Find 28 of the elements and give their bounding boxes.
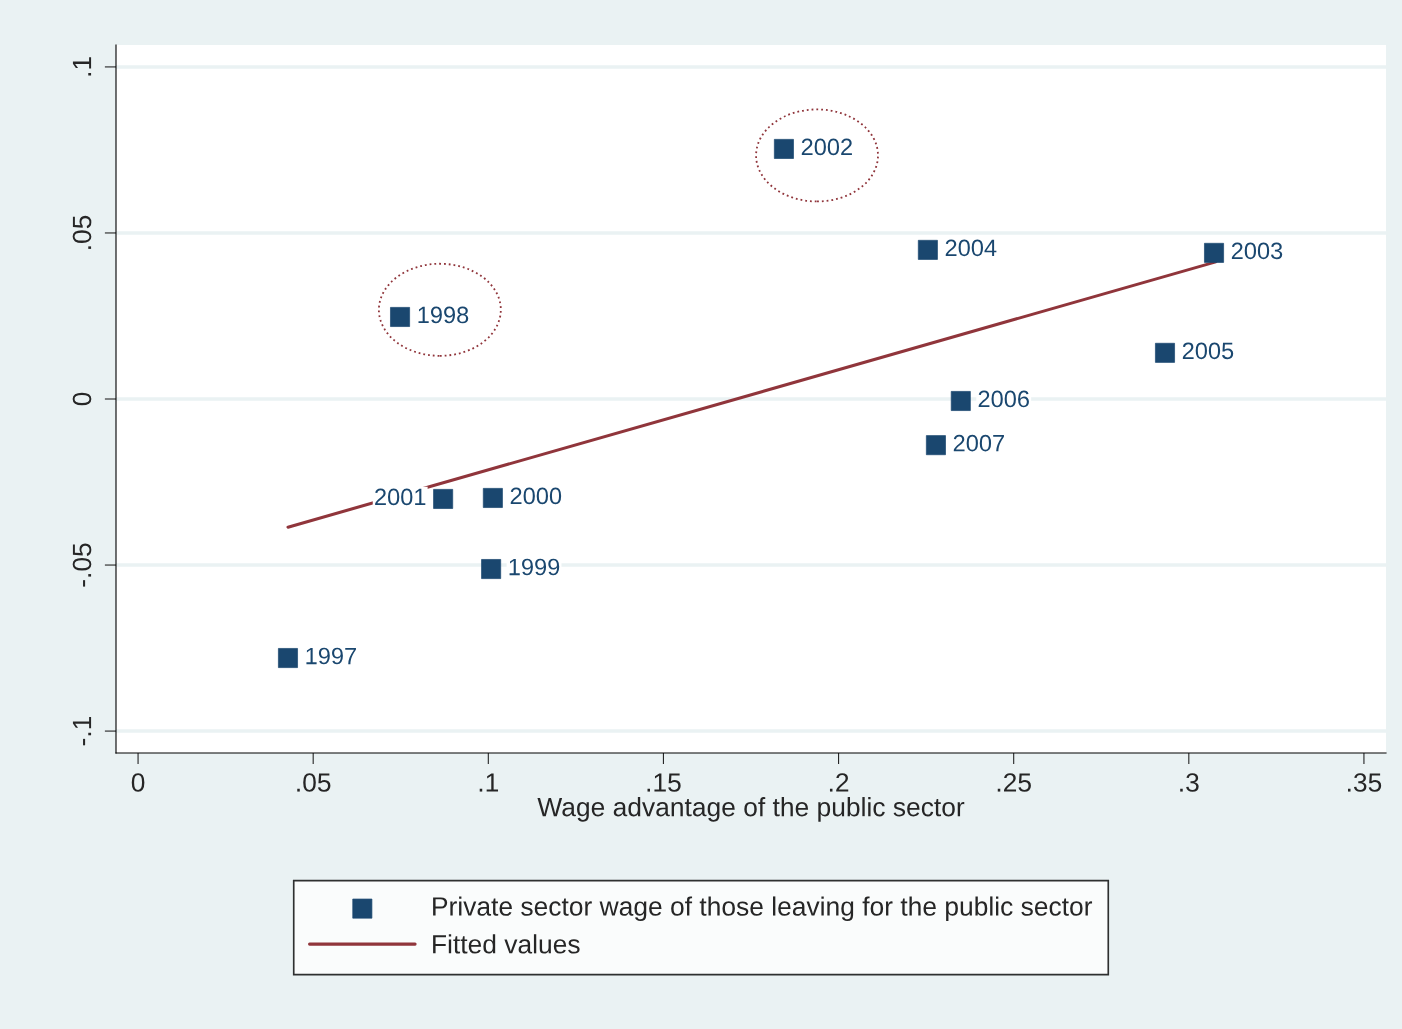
x-tick-label: .35 [1348, 773, 1382, 792]
y-tick-label: -.05 [72, 543, 92, 587]
annotation: 2001 [375, 488, 426, 506]
annotation: 2000 [510, 487, 562, 505]
x-tick-label: .25 [997, 773, 1031, 792]
legend-label: Fitted values [433, 934, 580, 954]
x-tick-label: .3 [1180, 773, 1199, 792]
legend-label: Private sector wage of those leaving for the public sector [433, 896, 1093, 922]
y-tick-label: 0 [72, 392, 92, 406]
annotation: 1999 [509, 558, 560, 576]
x-tick-label: .1 [479, 773, 499, 792]
annotation: 1998 [418, 306, 469, 324]
annotation: 2003 [1231, 242, 1283, 260]
x-tick-label: .05 [297, 773, 331, 792]
annotation: 1997 [306, 647, 356, 665]
annotation: 2002 [801, 138, 852, 156]
annotation: 2006 [978, 390, 1029, 408]
annotation: 2007 [953, 434, 1004, 452]
y-tick-label: -.1 [72, 716, 92, 746]
x-tick-label: .2 [829, 773, 849, 792]
x-axis-title: Wage advantage of the public sector [537, 797, 965, 822]
annotation: 2004 [945, 239, 997, 257]
point [390, 307, 410, 327]
x-tick-label: 0 [131, 773, 145, 792]
x-tick-label: .15 [647, 773, 681, 792]
y-tick-label: .05 [72, 215, 92, 249]
annotation: 2005 [1182, 342, 1234, 360]
y-tick-label: .1 [72, 57, 92, 76]
